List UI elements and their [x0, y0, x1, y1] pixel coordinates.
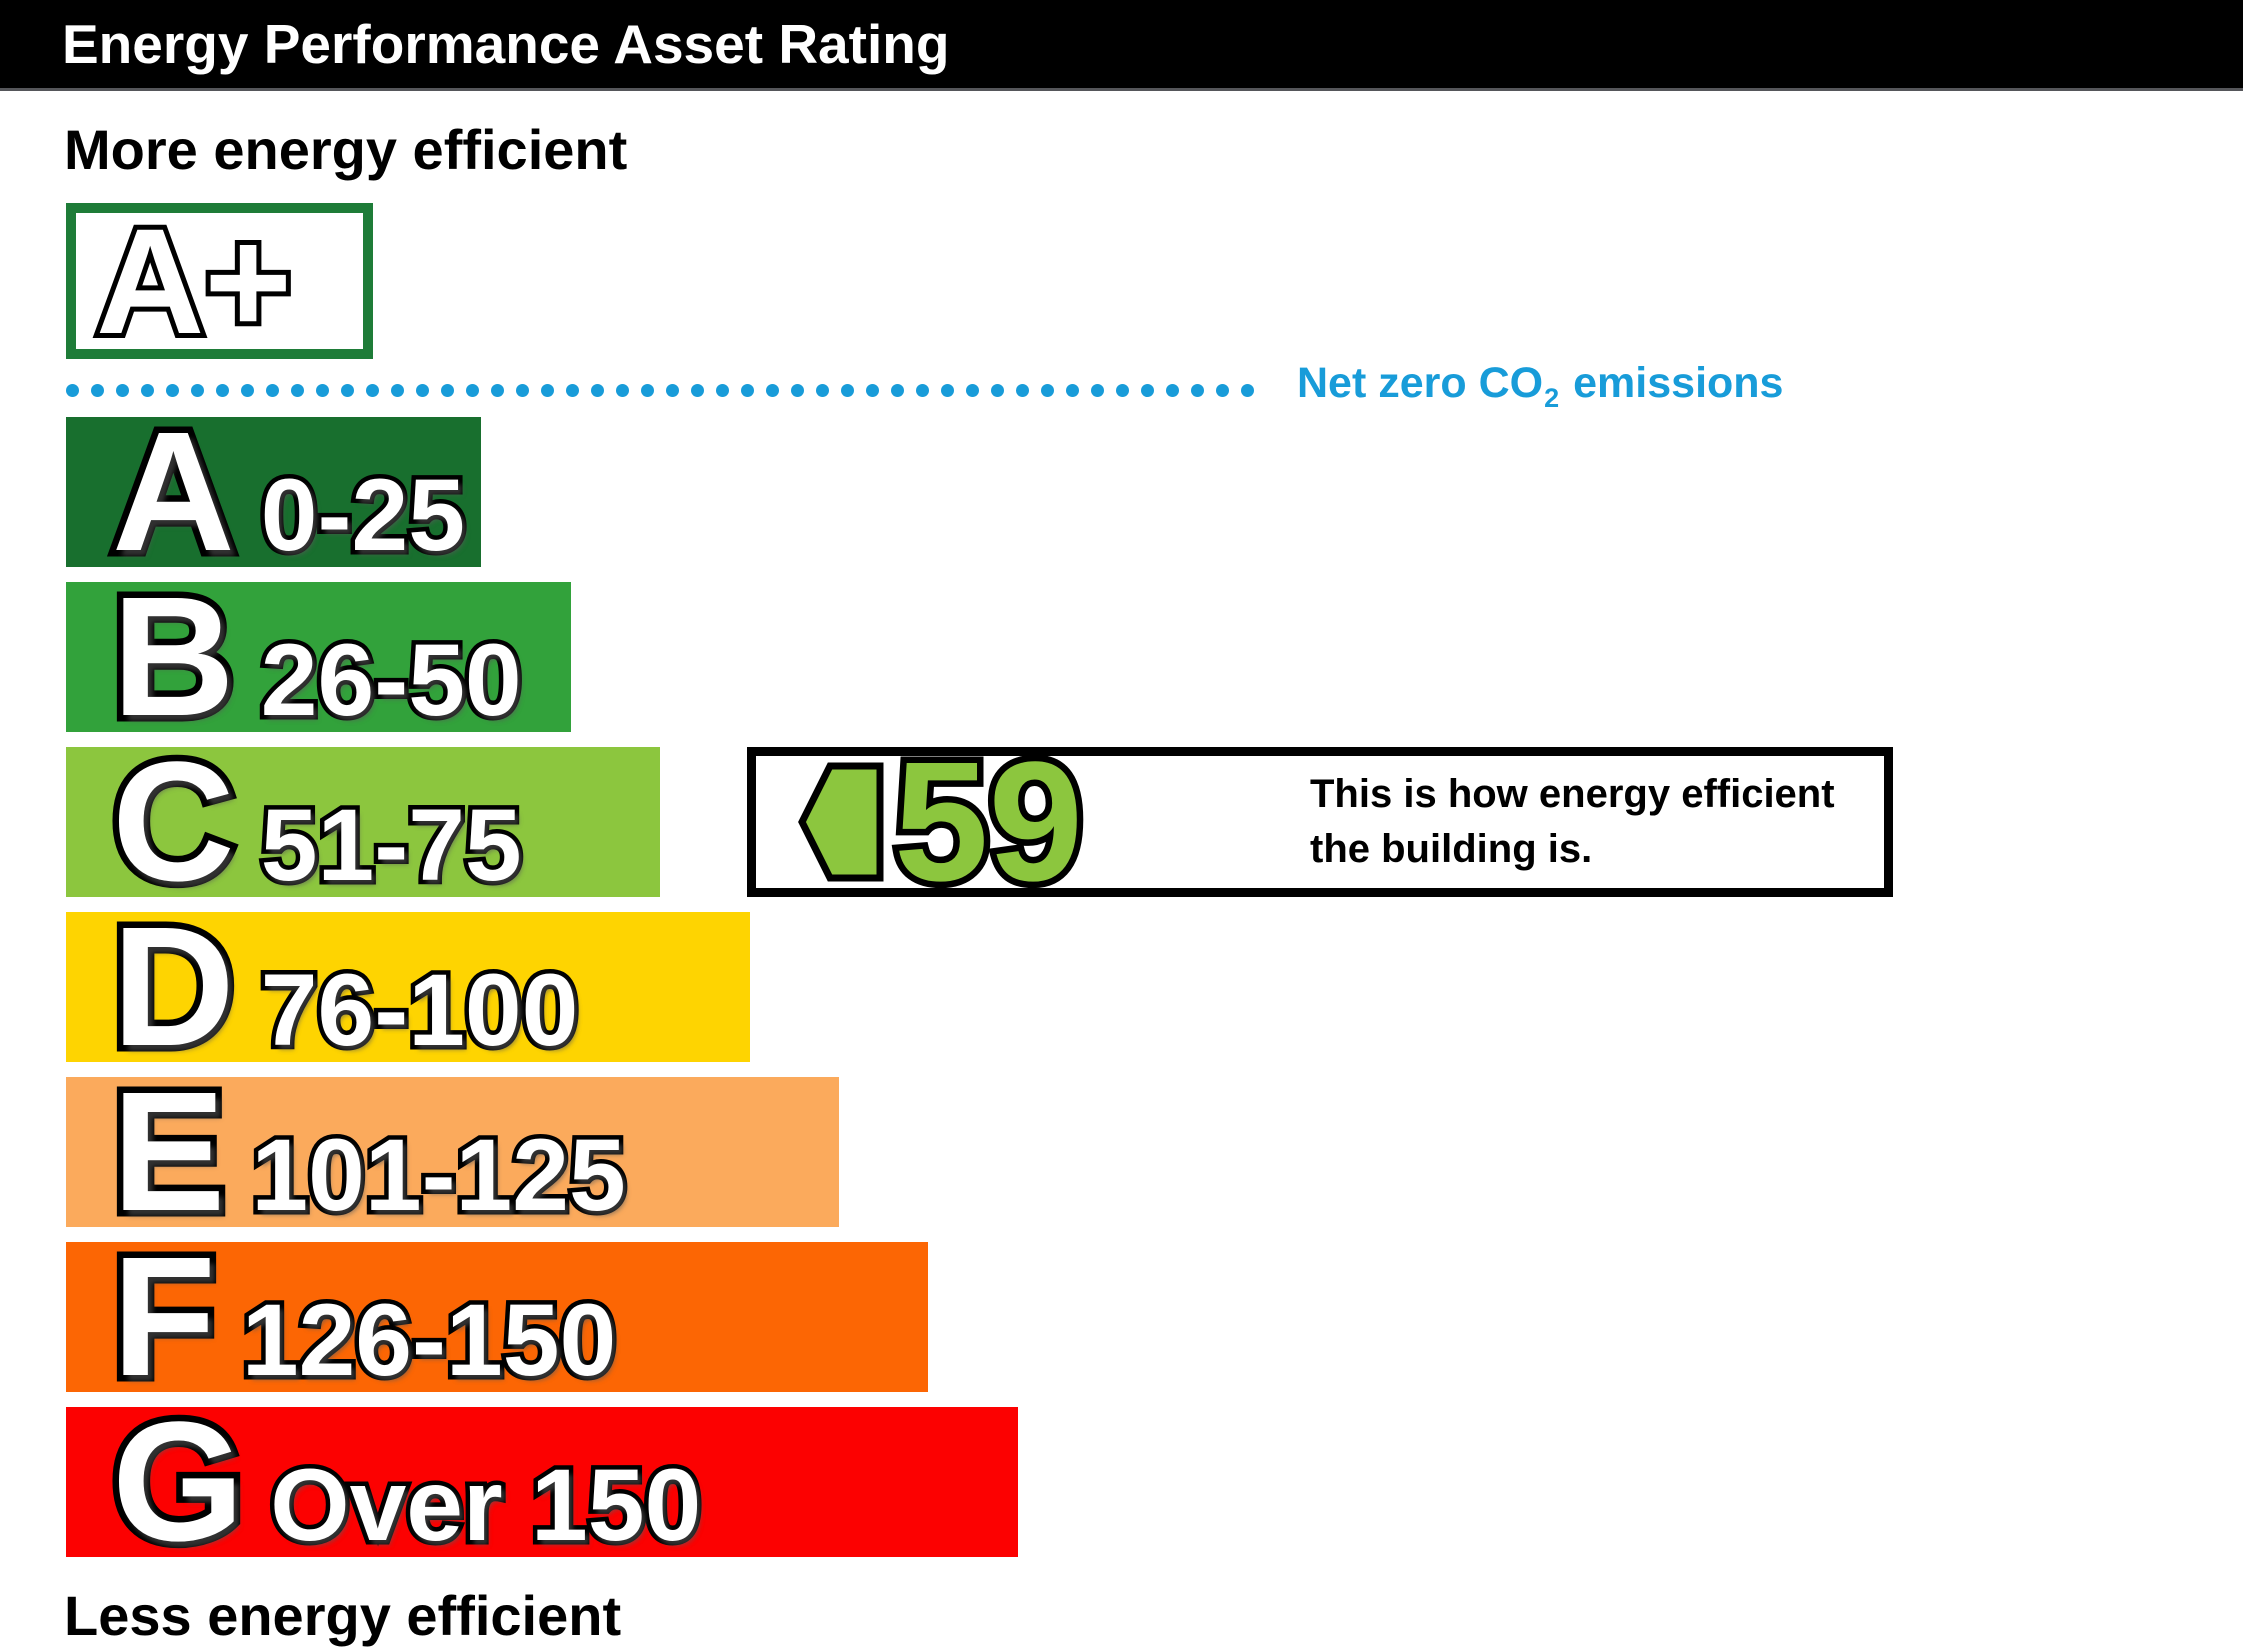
net-zero-dot [1141, 384, 1154, 397]
net-zero-dot [1016, 384, 1029, 397]
net-zero-dot [891, 384, 904, 397]
net-zero-dot [866, 384, 879, 397]
net-zero-dot [541, 384, 554, 397]
band-range-label: 76-100 76-100 [256, 949, 583, 1072]
net-zero-dot [441, 384, 454, 397]
current-rating-value: 59 59 [887, 727, 1089, 917]
band-range-label: 126-150 126-150 [237, 1279, 620, 1402]
indicator-description-line1: This is how energy efficient [1310, 772, 1835, 816]
band-range-label: 0-25 0-25 [256, 454, 469, 577]
net-zero-dot [941, 384, 954, 397]
net-zero-dot [391, 384, 404, 397]
net-zero-dot [841, 384, 854, 397]
net-zero-dot [66, 384, 79, 397]
net-zero-dot [1166, 384, 1179, 397]
net-zero-dot [1041, 384, 1054, 397]
net-zero-dot [616, 384, 629, 397]
net-zero-dot [91, 384, 104, 397]
band-a: A A 0-25 0-25 [66, 397, 481, 587]
net-zero-dot [666, 384, 679, 397]
net-zero-dot [1116, 384, 1129, 397]
band-range-label: Over 150 Over 150 [266, 1444, 706, 1567]
co2-subscript: 2 [1544, 383, 1560, 413]
indicator-description: This is how energy efficient the buildin… [1310, 767, 1835, 877]
net-zero-suffix: emissions [1573, 359, 1784, 407]
page-title: Energy Performance Asset Rating [62, 13, 950, 75]
net-zero-dot [216, 384, 229, 397]
a-plus-label: A+ A+ [91, 197, 297, 365]
left-arrow-icon [798, 762, 884, 882]
net-zero-dot [1066, 384, 1079, 397]
net-zero-dot [1216, 384, 1229, 397]
less-energy-efficient-label: Less energy efficient [64, 1584, 622, 1647]
net-zero-dot [466, 384, 479, 397]
net-zero-dot [741, 384, 754, 397]
net-zero-dot [641, 384, 654, 397]
net-zero-dot [916, 384, 929, 397]
indicator-description-line2: the building is. [1310, 827, 1593, 871]
net-zero-dot [691, 384, 704, 397]
net-zero-text: Net zero CO [1297, 359, 1544, 407]
rating-bands: A A 0-25 0-25 B B 26-50 26-50 C C 51-75 51-75 D D 76-1… [66, 397, 1018, 1577]
net-zero-label: Net zero CO2 emissions [1297, 359, 1784, 412]
band-c: C C 51-75 51-75 [66, 727, 660, 917]
net-zero-dot [191, 384, 204, 397]
net-zero-dot [316, 384, 329, 397]
net-zero-dot [591, 384, 604, 397]
header-bar: Energy Performance Asset Rating [0, 0, 2243, 91]
net-zero-dot [991, 384, 1004, 397]
a-plus-band: A+ A+ [66, 197, 373, 365]
net-zero-dot [566, 384, 579, 397]
net-zero-dot [516, 384, 529, 397]
net-zero-dot [291, 384, 304, 397]
net-zero-dot [791, 384, 804, 397]
net-zero-dot [166, 384, 179, 397]
net-zero-dot [116, 384, 129, 397]
net-zero-dotted-line [66, 384, 1254, 397]
net-zero-dot [716, 384, 729, 397]
band-g: G G Over 150 Over 150 [66, 1387, 1018, 1577]
band-f: F F 126-150 126-150 [66, 1222, 928, 1412]
band-e: E E 101-125 101-125 [66, 1057, 839, 1247]
net-zero-dot [1241, 384, 1254, 397]
band-range-label: 26-50 26-50 [256, 619, 526, 742]
net-zero-dot [766, 384, 779, 397]
net-zero-dot [341, 384, 354, 397]
current-rating-indicator: 59 59 This is how energy efficient the b… [747, 727, 1893, 917]
net-zero-dot [816, 384, 829, 397]
band-b: B B 26-50 26-50 [66, 562, 571, 752]
net-zero-dot [1091, 384, 1104, 397]
net-zero-dot [1191, 384, 1204, 397]
band-range-label: 51-75 51-75 [256, 784, 526, 907]
more-energy-efficient-label: More energy efficient [64, 118, 628, 181]
net-zero-dot [241, 384, 254, 397]
net-zero-dot [266, 384, 279, 397]
band-d: D D 76-100 76-100 [66, 892, 750, 1082]
net-zero-dot [966, 384, 979, 397]
net-zero-dot [366, 384, 379, 397]
net-zero-dot [491, 384, 504, 397]
band-range-label: 101-125 101-125 [247, 1114, 630, 1237]
net-zero-dot [416, 384, 429, 397]
net-zero-dot [141, 384, 154, 397]
